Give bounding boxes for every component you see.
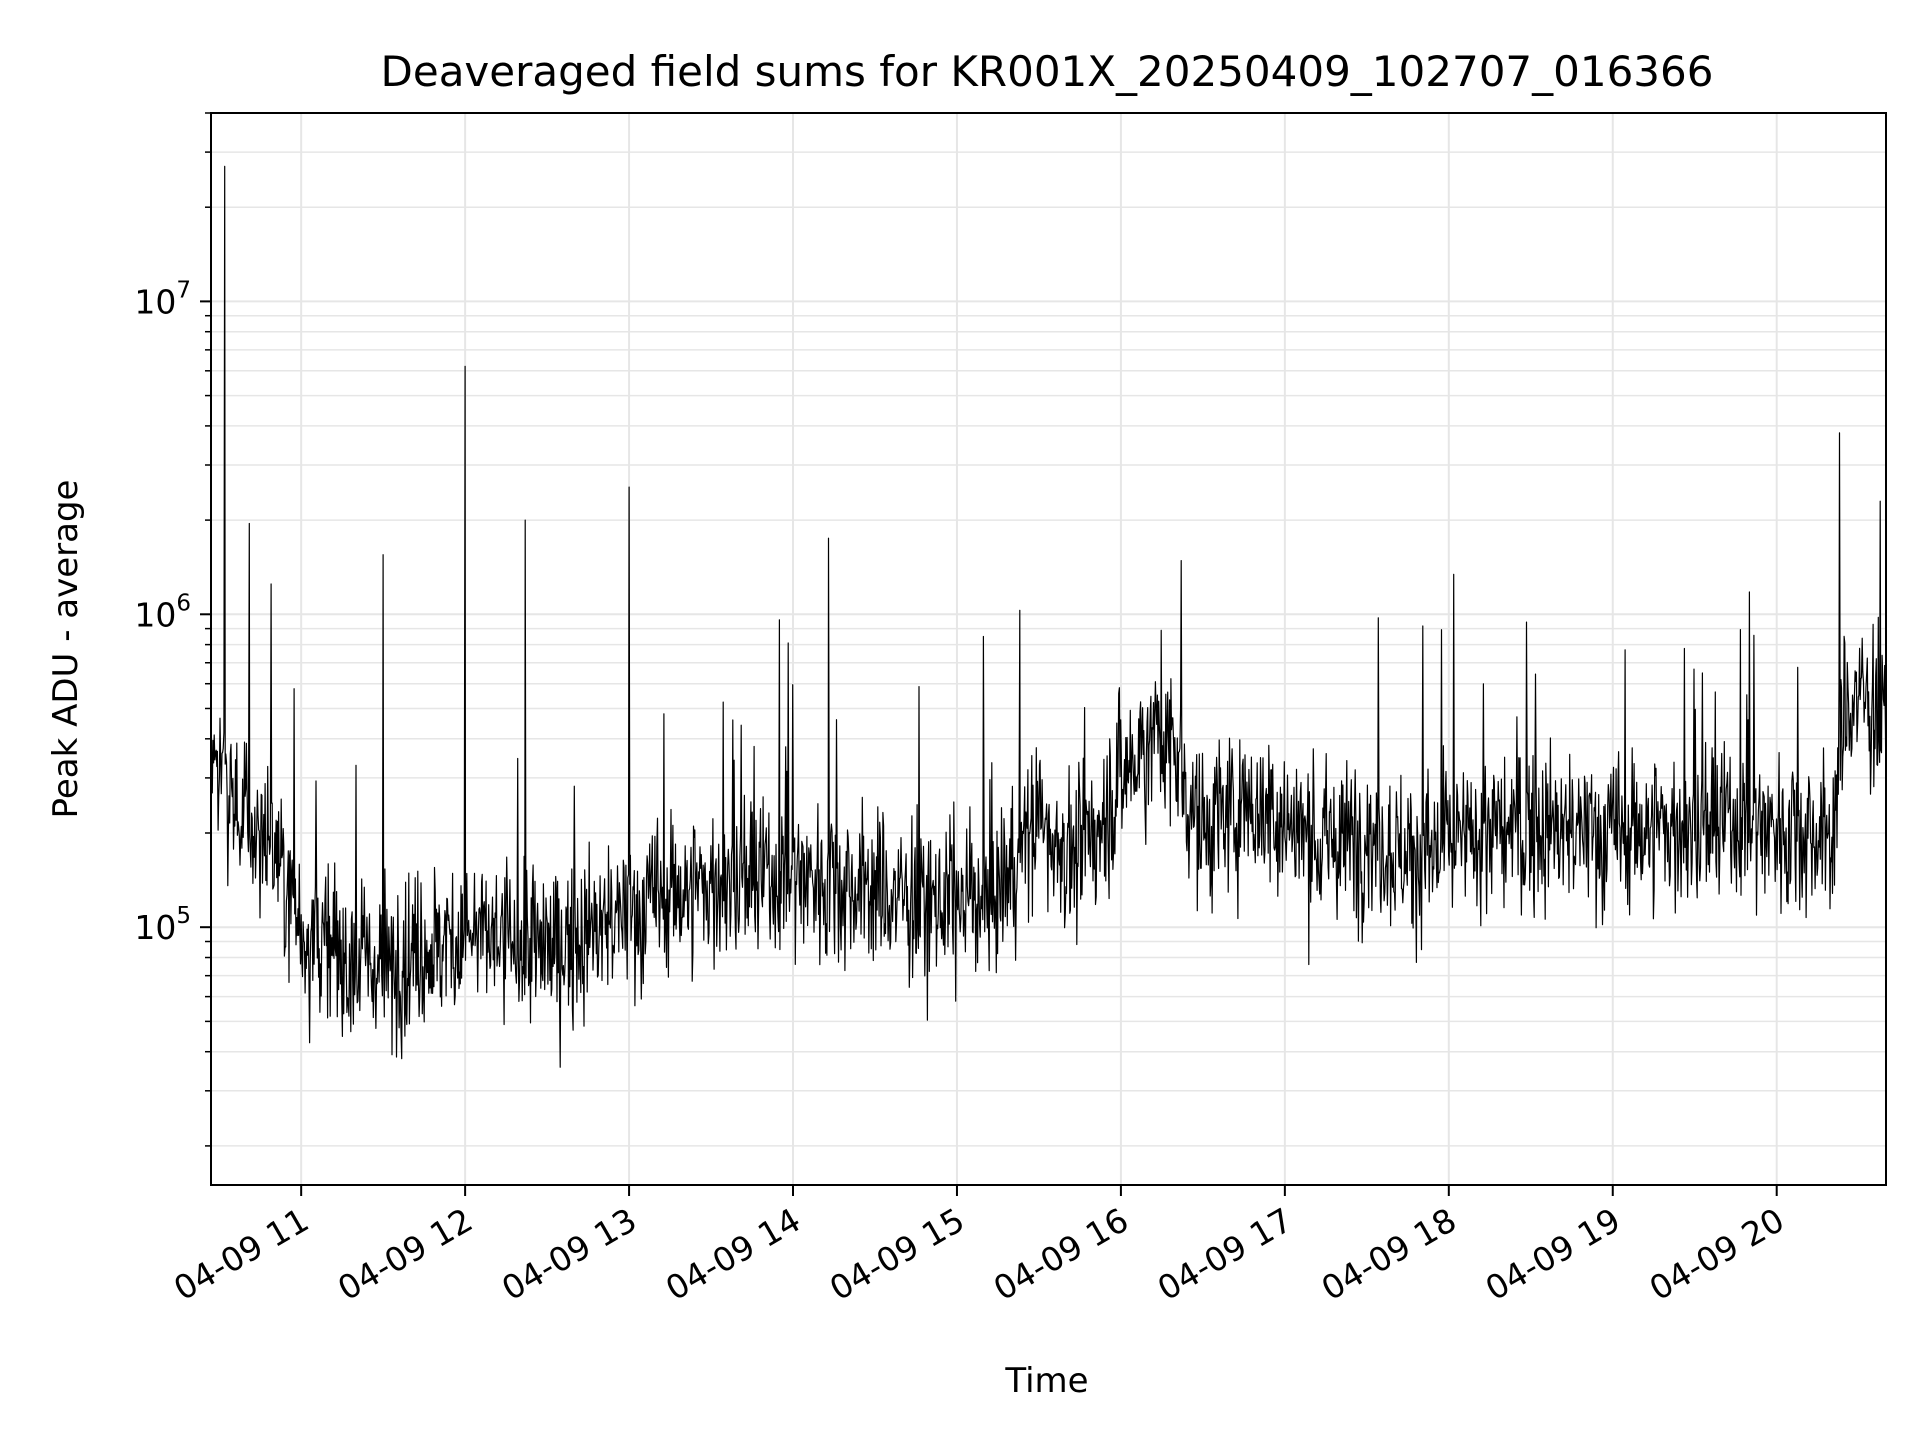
y-tick-label: 106 [134,590,191,634]
y-tick-label: 107 [134,277,191,321]
series-line [210,165,1887,1068]
series-group [210,165,1887,1068]
chart-title: Deaveraged field sums for KR001X_2025040… [381,47,1714,96]
x-axis-label: Time [1004,1361,1088,1401]
y-tick-base: 10 [134,282,176,321]
y-tick-exponent: 5 [176,903,191,929]
plot-frame [210,112,1887,1186]
y-axis-label: Peak ADU - average [46,480,86,819]
grid [211,112,1886,1185]
y-tick-label: 105 [134,903,191,947]
y-tick-exponent: 7 [176,277,191,303]
y-tick-exponent: 6 [176,590,191,616]
y-tick-base: 10 [134,595,176,634]
y-tick-base: 10 [134,908,176,947]
